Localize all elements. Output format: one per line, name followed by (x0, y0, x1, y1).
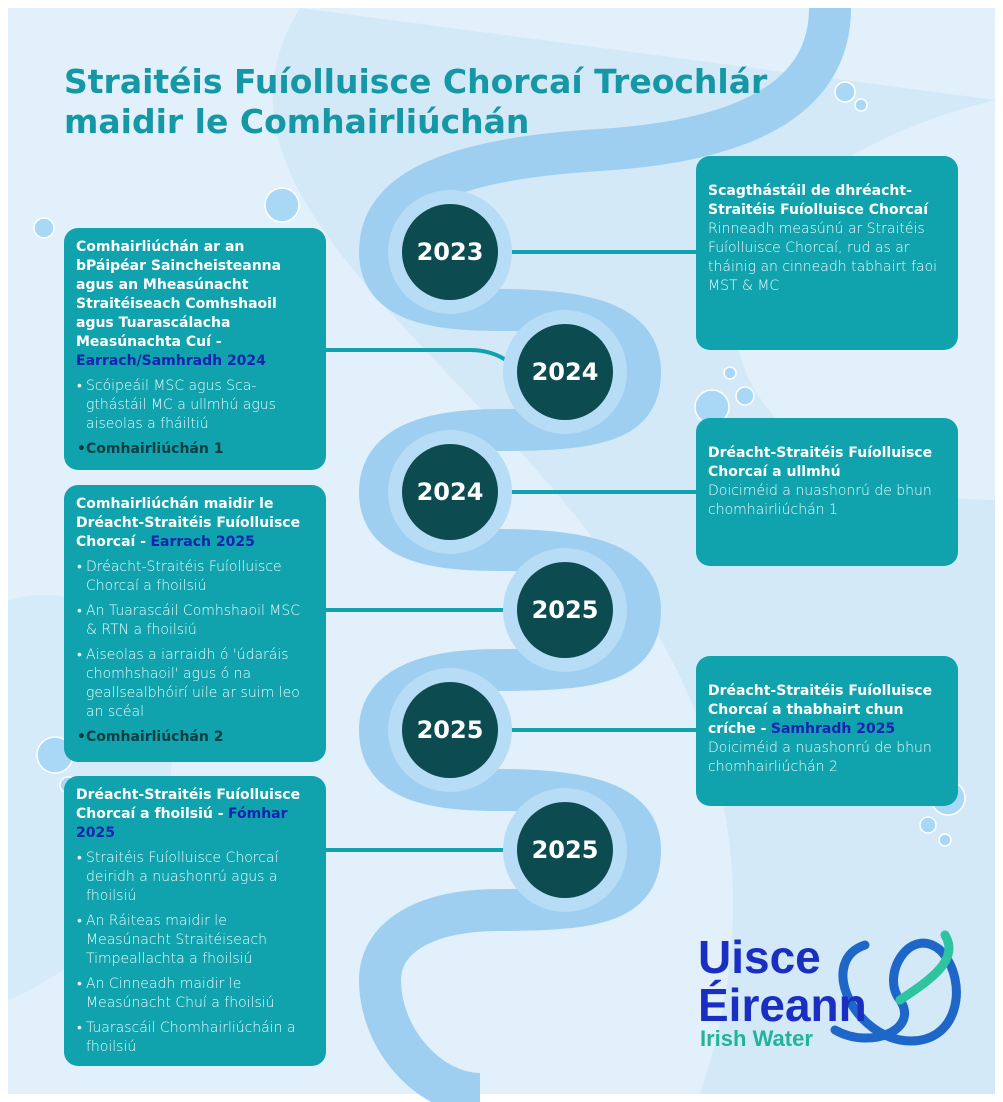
title: Straitéis Fuíolluisce Chorcaí Treochlár … (64, 62, 844, 142)
bullet: Straitéis Fuíolluisce Chorcaí deiridh a … (86, 849, 314, 906)
card-heading-block: Comhairliúchán ar an bPáipéar Saincheist… (76, 238, 314, 371)
card-heading-block: Dréacht-Straitéis Fuíolluisce Chorcaí a … (76, 786, 314, 843)
logo-line: Éireann (698, 978, 867, 1032)
card: Scagthástáil de dhréacht-Straitéis Fuíol… (696, 156, 958, 350)
bullet: An Ráiteas maidir le Measúnacht Straitéi… (86, 912, 314, 969)
card: Dréacht-Straitéis Fuíolluisce Chorcaí a … (696, 656, 958, 806)
bullet: An Tuarascáil Comhshaoil MSC & RTN a fho… (86, 602, 314, 640)
year-badge: 2024 (402, 444, 498, 540)
bullet: Aiseolas a iarraidh ó 'údaráis chomhshao… (86, 646, 314, 722)
logo-line: Uisce (698, 930, 821, 984)
bullet-list: Scóipeáil MSC agus Sca-gthástáil MC a ul… (76, 377, 314, 459)
card-footer: Comhairliúchán 1 (86, 440, 314, 459)
logo-tagline: Irish Water (700, 1026, 813, 1052)
card: Comhairliúchán maidir le Dréacht-Straité… (64, 485, 326, 762)
card-heading-block: Scagthástáil de dhréacht-Straitéis Fuíol… (708, 182, 946, 220)
card: Dréacht-Straitéis Fuíolluisce Chorcaí a … (64, 776, 326, 1066)
card-date: Earrach/Samhradh 2024 (76, 353, 266, 369)
card-date: Samhradh 2025 (771, 721, 895, 737)
card-body: Doiciméid a nuashonrú de bhun chomhairli… (708, 482, 946, 520)
infographic: Straitéis Fuíolluisce Chorcaí Treochlár … (0, 0, 1003, 1102)
year-badge: 2023 (402, 204, 498, 300)
card-heading: Dréacht-Straitéis Fuíolluisce Chorcaí a … (708, 445, 932, 480)
bullet-list: Dréacht-Straitéis Fuíolluisce Chorcaí a … (76, 558, 314, 747)
card-heading-block: Dréacht-Straitéis Fuíolluisce Chorcaí a … (708, 444, 946, 482)
card-date: Earrach 2025 (150, 534, 254, 550)
bullet: Scóipeáil MSC agus Sca-gthástáil MC a ul… (86, 377, 314, 434)
year-badge: 2025 (517, 562, 613, 658)
year-badge: 2025 (517, 802, 613, 898)
card-body: Rinneadh measúnú ar Straitéis Fuíolluisc… (708, 220, 946, 296)
card: Dréacht-Straitéis Fuíolluisce Chorcaí a … (696, 418, 958, 566)
card-heading: Comhairliúchán ar an bPáipéar Saincheist… (76, 239, 281, 350)
card: Comhairliúchán ar an bPáipéar Saincheist… (64, 228, 326, 470)
bullet: Tuarascáil Chomhairliúcháin a fhoilsiú (86, 1019, 314, 1057)
card-heading-block: Dréacht-Straitéis Fuíolluisce Chorcaí a … (708, 682, 946, 739)
bullet: An Cinneadh maidir le Measúnacht Chuí a … (86, 975, 314, 1013)
year-badge: 2025 (402, 682, 498, 778)
card-heading: Scagthástáil de dhréacht-Straitéis Fuíol… (708, 183, 928, 218)
card-heading-block: Comhairliúchán maidir le Dréacht-Straité… (76, 495, 314, 552)
card-footer: Comhairliúchán 2 (86, 728, 314, 747)
bullet: Dréacht-Straitéis Fuíolluisce Chorcaí a … (86, 558, 314, 596)
card-body: Doiciméid a nuashonrú de bhun chomhairli… (708, 739, 946, 777)
year-badge: 2024 (517, 324, 613, 420)
bullet-list: Straitéis Fuíolluisce Chorcaí deiridh a … (76, 849, 314, 1057)
